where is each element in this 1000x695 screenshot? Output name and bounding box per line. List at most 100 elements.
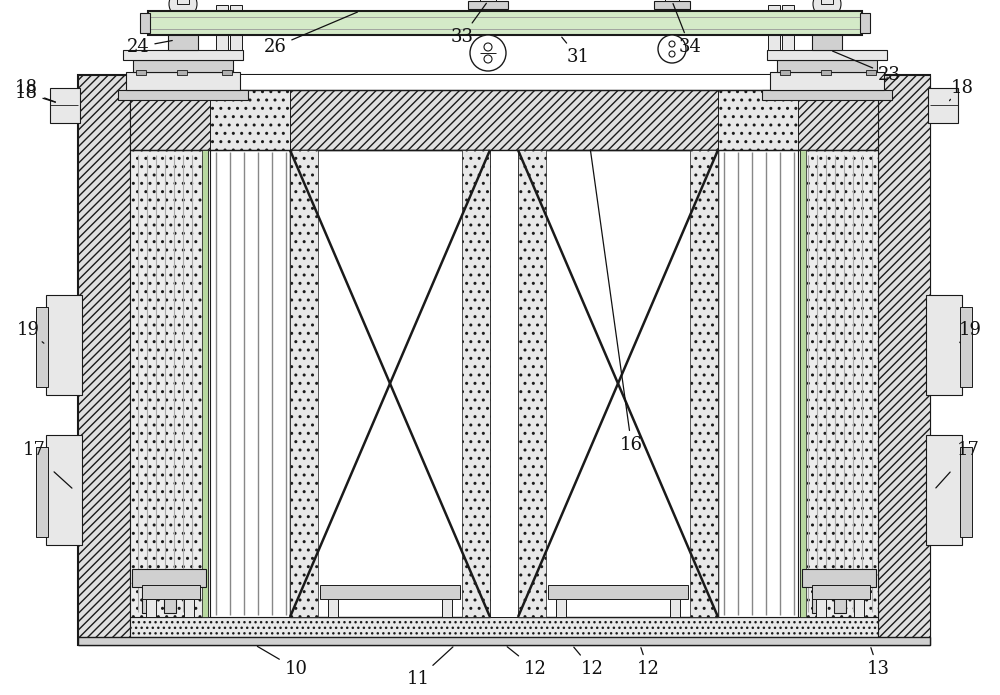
Circle shape xyxy=(169,0,197,18)
Bar xyxy=(804,16,850,28)
Bar xyxy=(130,617,878,645)
Bar xyxy=(800,150,806,617)
Bar xyxy=(140,13,150,33)
Bar xyxy=(926,295,962,395)
Bar xyxy=(46,435,82,545)
Text: 11: 11 xyxy=(407,647,453,688)
Bar xyxy=(78,75,930,645)
Bar xyxy=(126,72,240,90)
Text: 18: 18 xyxy=(15,79,38,97)
Bar xyxy=(146,599,156,617)
Bar xyxy=(222,70,232,75)
Text: 13: 13 xyxy=(866,648,890,678)
Text: 24: 24 xyxy=(127,38,172,56)
Bar xyxy=(480,0,496,1)
Bar xyxy=(816,599,826,617)
Bar xyxy=(78,637,930,645)
Bar xyxy=(490,150,518,617)
Bar xyxy=(118,90,248,100)
Bar xyxy=(148,11,862,35)
Text: 33: 33 xyxy=(451,3,486,46)
Text: 12: 12 xyxy=(507,647,546,678)
Bar xyxy=(442,599,452,617)
Bar xyxy=(36,447,48,537)
Bar xyxy=(860,13,870,33)
Bar xyxy=(768,5,780,50)
Bar xyxy=(854,599,864,617)
Text: 16: 16 xyxy=(590,149,643,454)
Bar xyxy=(518,150,546,617)
Circle shape xyxy=(658,35,686,63)
Bar xyxy=(46,295,82,395)
Circle shape xyxy=(484,55,492,63)
Bar xyxy=(290,150,490,617)
Text: 12: 12 xyxy=(637,648,659,678)
Bar xyxy=(518,150,718,617)
Circle shape xyxy=(669,41,675,47)
Circle shape xyxy=(669,51,675,57)
Bar xyxy=(130,90,878,150)
Bar xyxy=(177,0,189,4)
Bar xyxy=(136,70,146,75)
Bar xyxy=(210,150,290,617)
Bar xyxy=(654,1,690,9)
Bar xyxy=(770,72,884,90)
Bar xyxy=(670,599,680,617)
Text: 18: 18 xyxy=(15,84,55,102)
Circle shape xyxy=(470,35,506,71)
Bar xyxy=(123,50,243,60)
Bar xyxy=(812,587,824,613)
Bar xyxy=(960,447,972,537)
Circle shape xyxy=(484,43,492,51)
Bar xyxy=(168,20,198,50)
Bar xyxy=(202,150,208,617)
Bar xyxy=(130,75,878,645)
Bar xyxy=(164,587,176,613)
Text: 10: 10 xyxy=(257,646,308,678)
Bar xyxy=(50,88,80,123)
Bar xyxy=(821,70,831,75)
Bar xyxy=(142,587,154,613)
Text: 34: 34 xyxy=(673,3,701,56)
Text: 23: 23 xyxy=(833,51,901,84)
Circle shape xyxy=(813,0,841,18)
Bar xyxy=(36,307,48,387)
Bar xyxy=(878,75,930,645)
Bar xyxy=(184,599,194,617)
Bar xyxy=(718,150,798,617)
Bar xyxy=(462,150,490,617)
Text: 19: 19 xyxy=(17,321,40,339)
Bar xyxy=(800,150,878,617)
Bar xyxy=(926,435,962,545)
Bar xyxy=(132,569,206,587)
Bar xyxy=(767,50,887,60)
Bar xyxy=(782,5,794,50)
Bar xyxy=(320,585,460,599)
Text: 26: 26 xyxy=(264,12,357,56)
Text: 17: 17 xyxy=(957,441,979,459)
Bar xyxy=(130,150,208,617)
Bar xyxy=(78,75,130,645)
Text: 17: 17 xyxy=(23,441,45,459)
Bar xyxy=(866,70,876,75)
Text: 12: 12 xyxy=(574,647,603,678)
Bar xyxy=(210,90,290,150)
Bar xyxy=(821,0,833,4)
Bar xyxy=(812,585,870,599)
Bar xyxy=(468,1,508,9)
Bar xyxy=(177,70,187,75)
Bar xyxy=(812,20,842,50)
Bar xyxy=(230,5,242,50)
Text: 18: 18 xyxy=(950,79,974,97)
Bar xyxy=(718,90,798,150)
Text: 31: 31 xyxy=(562,37,590,66)
Text: 19: 19 xyxy=(958,321,982,339)
Bar xyxy=(290,150,318,617)
Bar xyxy=(777,60,877,72)
Bar xyxy=(960,307,972,387)
Bar xyxy=(802,569,876,587)
Bar xyxy=(556,599,566,617)
Bar xyxy=(665,0,679,1)
Bar xyxy=(762,90,892,100)
Bar xyxy=(142,585,200,599)
